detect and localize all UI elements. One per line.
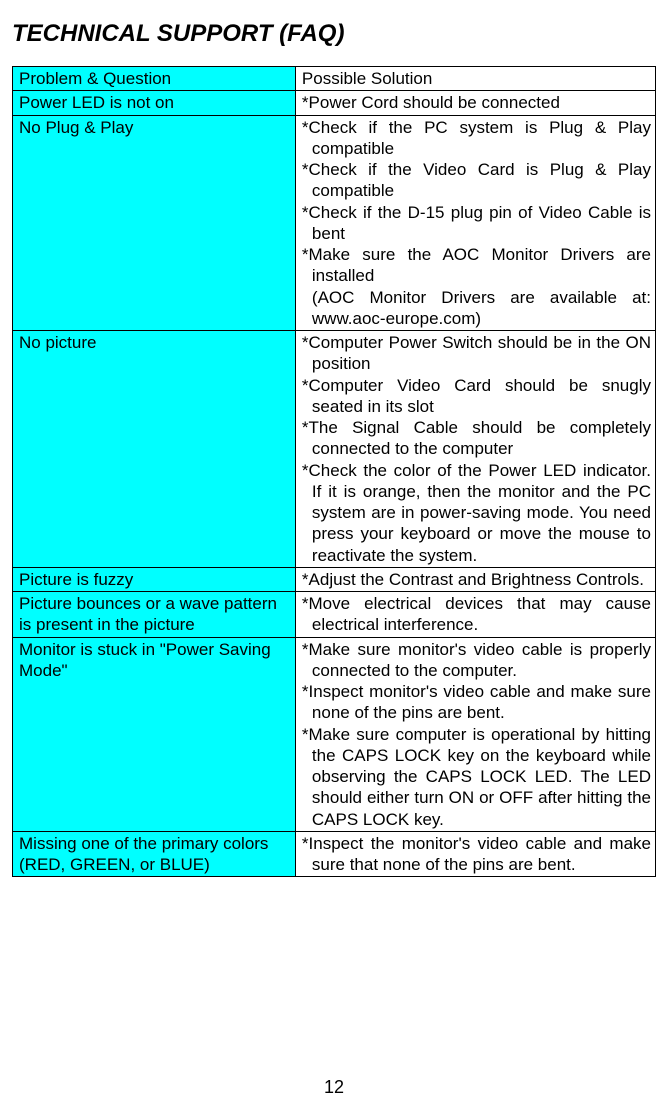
solution-cell: *Check if the PC system is Plug & Play c… (295, 115, 655, 331)
problem-cell: Monitor is stuck in "Power Saving Mode" (13, 637, 296, 831)
problem-cell: Power LED is not on (13, 91, 296, 115)
solution-line: *Check if the Video Card is Plug & Play … (302, 159, 651, 202)
problem-cell: No picture (13, 331, 296, 568)
problem-cell: No Plug & Play (13, 115, 296, 331)
solution-line: *Inspect monitor's video cable and make … (302, 681, 651, 724)
solution-line: *Inspect the monitor's video cable and m… (302, 833, 651, 876)
solution-line: *Adjust the Contrast and Brightness Cont… (302, 569, 651, 590)
solution-line: *Computer Power Switch should be in the … (302, 332, 651, 375)
header-problem: Problem & Question (13, 67, 296, 91)
solution-line: *Make sure the AOC Monitor Drivers are i… (302, 244, 651, 287)
problem-cell: Missing one of the primary colors (RED, … (13, 831, 296, 877)
solution-cell: *Adjust the Contrast and Brightness Cont… (295, 567, 655, 591)
solution-cell: *Make sure monitor's video cable is prop… (295, 637, 655, 831)
problem-cell: Picture bounces or a wave pattern is pre… (13, 592, 296, 638)
solution-line: *Make sure computer is operational by hi… (302, 724, 651, 830)
faq-table: Problem & Question Possible SolutionPowe… (12, 66, 656, 877)
problem-cell: Picture is fuzzy (13, 567, 296, 591)
solution-cell: *Move electrical devices that may cause … (295, 592, 655, 638)
solution-cell: *Computer Power Switch should be in the … (295, 331, 655, 568)
solution-line: *Check if the PC system is Plug & Play c… (302, 117, 651, 160)
solution-line: *Move electrical devices that may cause … (302, 593, 651, 636)
solution-cell: *Inspect the monitor's video cable and m… (295, 831, 655, 877)
solution-line: *Check if the D-15 plug pin of Video Cab… (302, 202, 651, 245)
page-title: TECHNICAL SUPPORT (FAQ) (12, 20, 656, 48)
solution-line: *Make sure monitor's video cable is prop… (302, 639, 651, 682)
page-number: 12 (12, 1077, 656, 1098)
solution-line: *The Signal Cable should be completely c… (302, 417, 651, 460)
header-solution: Possible Solution (295, 67, 655, 91)
solution-cell: *Power Cord should be connected (295, 91, 655, 115)
solution-line: *Check the color of the Power LED indica… (302, 460, 651, 566)
solution-line: *Power Cord should be connected (302, 92, 651, 113)
solution-line: (AOC Monitor Drivers are available at: w… (302, 287, 651, 330)
solution-line: *Computer Video Card should be snugly se… (302, 375, 651, 418)
